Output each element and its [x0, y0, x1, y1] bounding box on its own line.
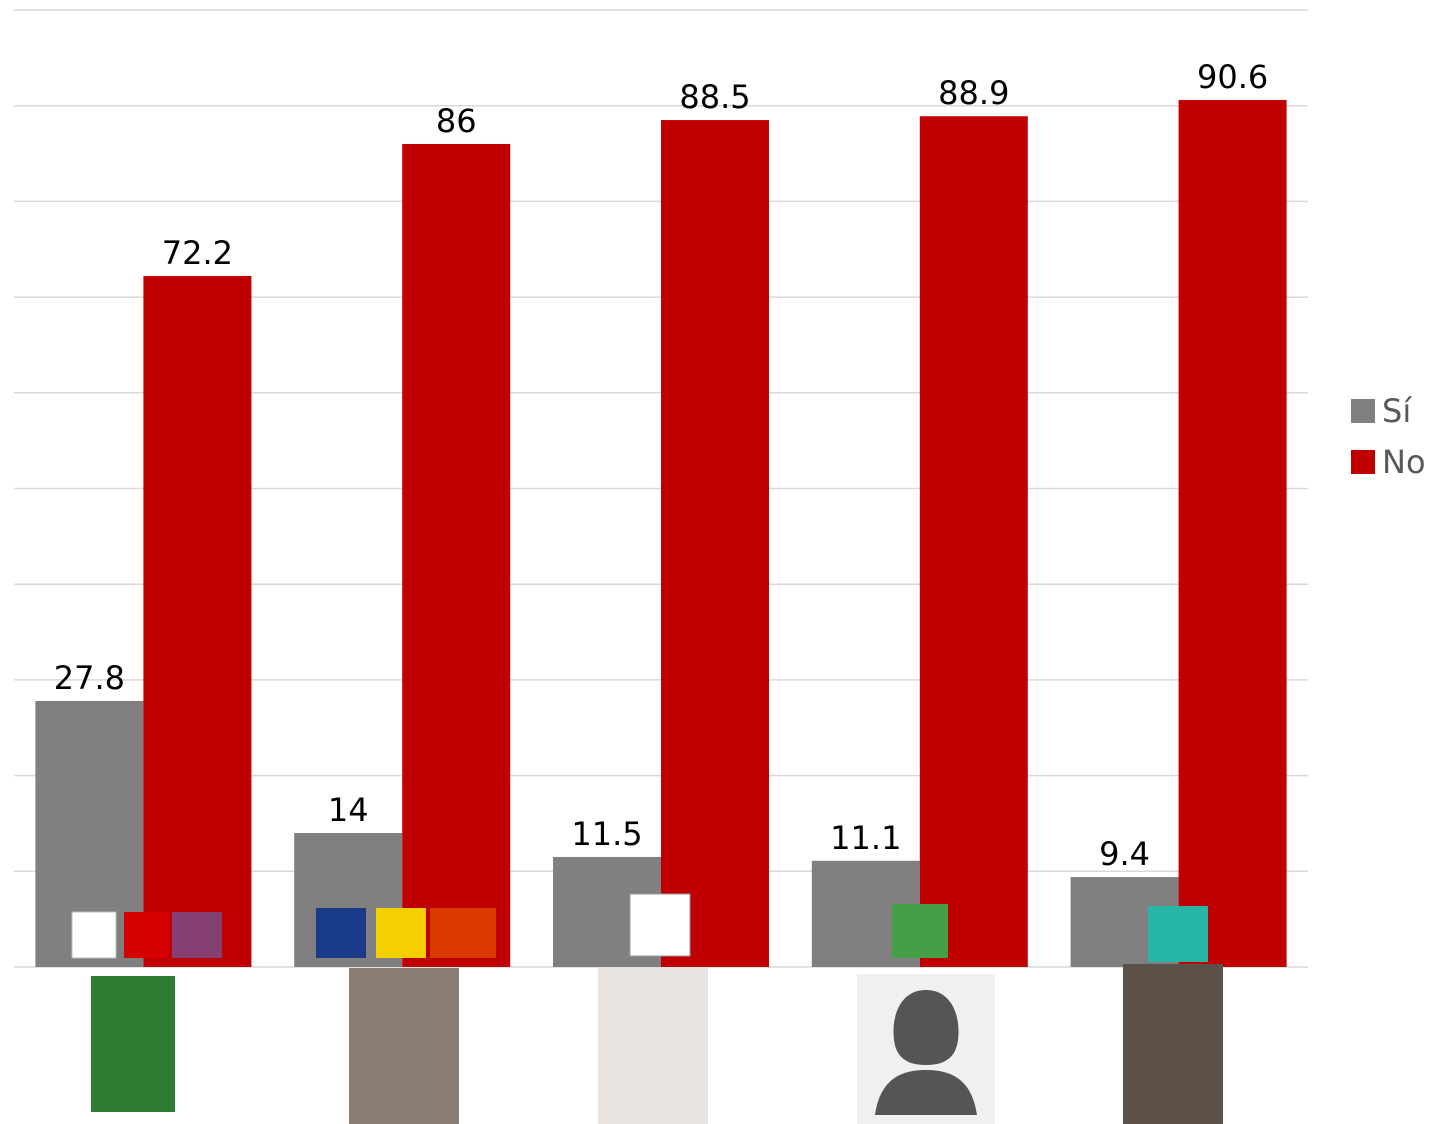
party-logo — [630, 894, 690, 956]
value-label: 11.5 — [571, 815, 642, 853]
bar — [920, 116, 1028, 967]
party-logo — [172, 912, 222, 958]
party-logo — [1148, 906, 1208, 962]
party-logo — [72, 912, 116, 958]
party-logo — [430, 908, 496, 958]
legend-label: Sí — [1382, 392, 1412, 430]
bar — [143, 276, 251, 967]
bar — [661, 120, 769, 967]
candidate-photo — [1123, 964, 1223, 1124]
bar — [402, 144, 510, 967]
legend-swatch — [1351, 399, 1375, 423]
value-label: 88.9 — [938, 74, 1009, 112]
value-label: 11.1 — [830, 819, 901, 857]
value-label: 88.5 — [679, 78, 750, 116]
legend-swatch — [1351, 450, 1375, 474]
chart: 27.8 72.2 14 86 11.5 88.5 11.1 88.9 9.4 90.6 Sí No — [0, 0, 1435, 1124]
value-label: 90.6 — [1197, 58, 1268, 96]
candidate-photo — [349, 968, 459, 1124]
party-logo — [892, 904, 948, 958]
value-label: 86 — [436, 102, 477, 140]
candidate-photo — [598, 968, 708, 1124]
legend-label: No — [1382, 443, 1426, 481]
bar — [1179, 100, 1287, 967]
value-label: 72.2 — [162, 234, 233, 272]
value-label: 14 — [328, 791, 369, 829]
party-logo — [316, 908, 366, 958]
party-logo — [124, 912, 168, 958]
value-label: 27.8 — [54, 659, 125, 697]
candidate-photo — [91, 976, 175, 1112]
value-label: 9.4 — [1099, 835, 1150, 873]
party-logo — [376, 908, 426, 958]
